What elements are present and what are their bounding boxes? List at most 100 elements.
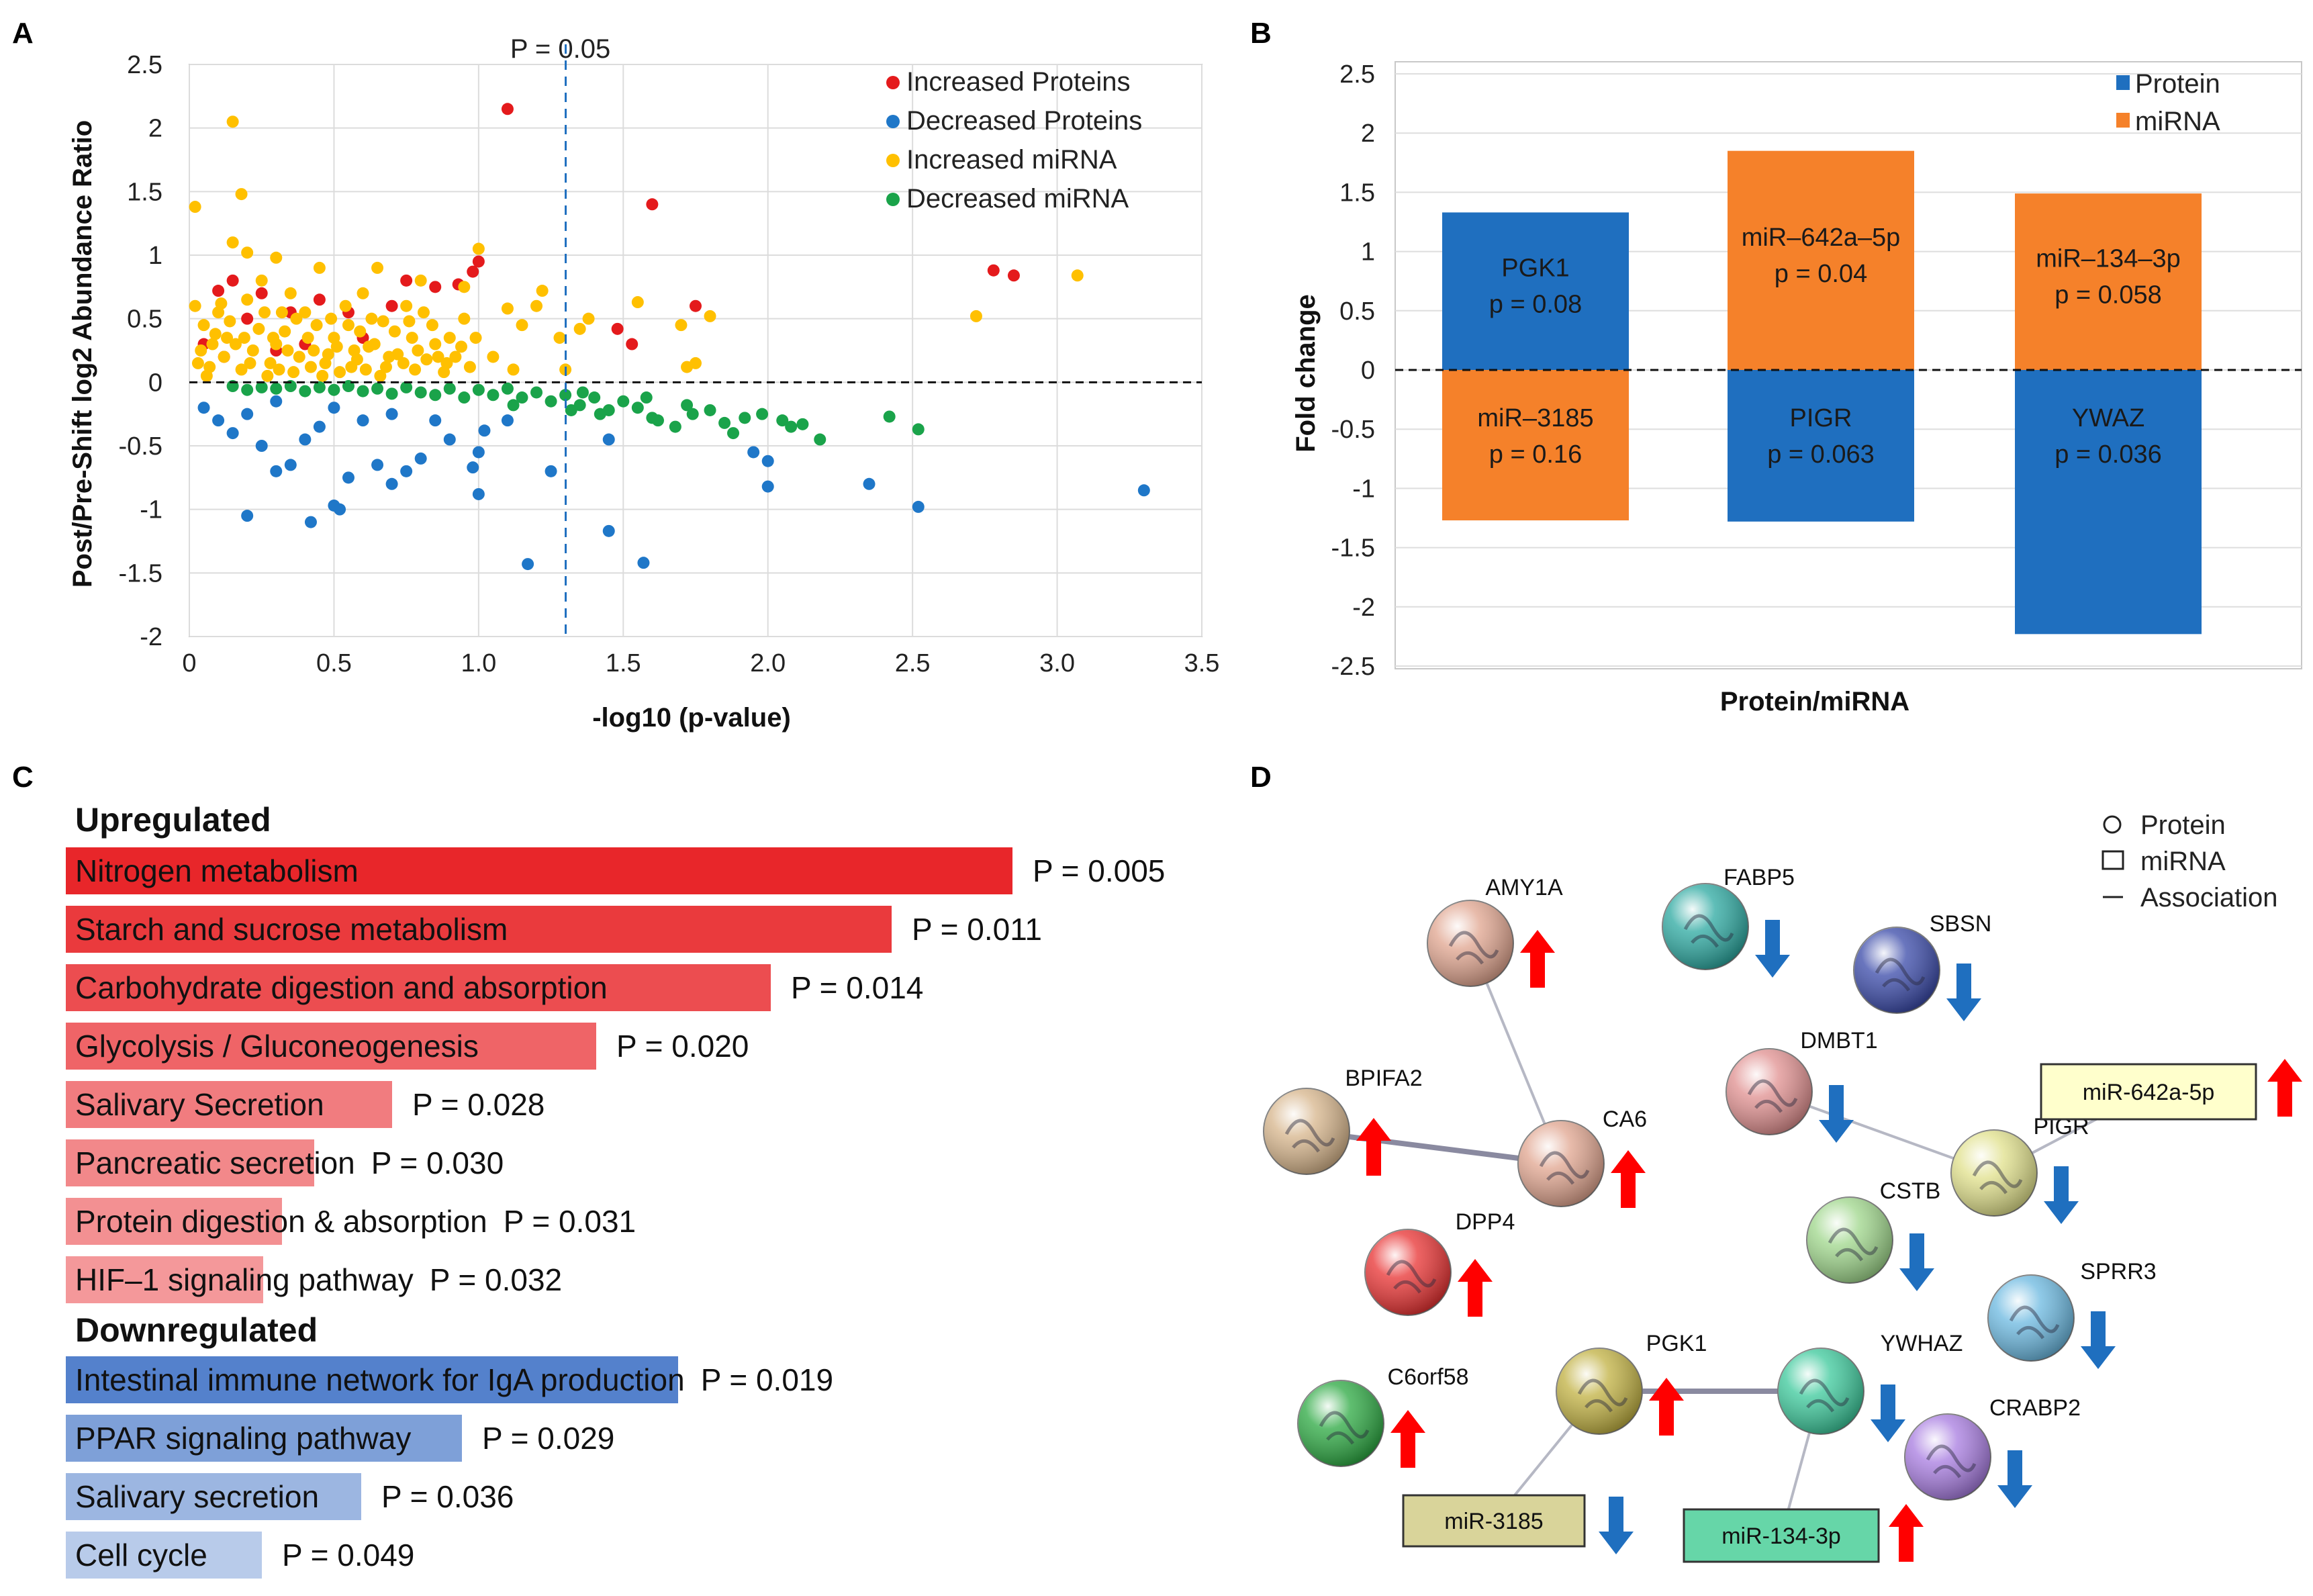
scatter-point-increased-mirna — [189, 201, 201, 214]
scatter-point-increased-mirna — [1071, 269, 1084, 282]
scatter-point-increased-mirna — [432, 350, 444, 363]
up-arrow-icon — [1520, 930, 1555, 988]
scatter-point-increased-mirna — [275, 306, 288, 319]
y-tick-label: 1.5 — [1339, 179, 1375, 207]
scatter-point-increased-mirna — [197, 319, 210, 332]
protein-node: CA6 — [1517, 1107, 1647, 1208]
protein-sphere-shading — [1726, 1049, 1812, 1135]
panel-c-bar-list: Upregulated Nitrogen metabolism P = 0.005 S… — [66, 801, 1165, 1579]
scatter-point-increased-mirna — [553, 332, 566, 344]
pathway-pvalue: P = 0.020 — [616, 1029, 749, 1064]
mirna-node: miR-642a-5p — [2040, 1059, 2302, 1121]
protein-node: FABP5 — [1662, 865, 1795, 978]
protein-sphere-shading — [1427, 900, 1513, 986]
scatter-point-increased-mirna — [374, 369, 387, 382]
scatter-point-increased-mirna — [189, 299, 201, 312]
pathway-bar — [66, 906, 892, 953]
pathway-label: Intestinal immune network for IgA produc… — [75, 1362, 685, 1397]
scatter-point-decreased-proteins — [747, 446, 760, 459]
legend-marker — [886, 154, 900, 167]
scatter-point-increased-mirna — [403, 315, 416, 328]
bar-pvalue: p = 0.058 — [2055, 281, 2162, 310]
scatter-point-increased-mirna — [631, 296, 644, 309]
legend-marker — [2116, 113, 2130, 128]
protein-label: SPRR3 — [2080, 1259, 2156, 1284]
pathway-pvalue: P = 0.028 — [412, 1087, 545, 1122]
scatter-point-increased-mirna — [501, 302, 514, 315]
protein-label: CA6 — [1603, 1107, 1647, 1132]
up-arrow-icon — [1458, 1259, 1493, 1317]
pathway-label: HIF–1 signaling pathway — [75, 1262, 414, 1297]
legend-label: Decreased Proteins — [906, 106, 1142, 136]
legend-label: Increased Proteins — [906, 67, 1131, 97]
scatter-point-decreased-proteins — [472, 487, 485, 500]
pathway-bar — [66, 1139, 314, 1186]
pathway-label: Carbohydrate digestion and absorption — [75, 970, 608, 1005]
protein-sphere-shading — [1662, 884, 1748, 970]
scatter-point-decreased-proteins — [197, 402, 210, 414]
scatter-point-increased-mirna — [224, 315, 236, 328]
y-tick-label: 2.5 — [1339, 60, 1375, 89]
down-arrow-shape — [1871, 1384, 1905, 1442]
panel-c-label: C — [12, 761, 34, 794]
panel-b-bars: B 2.5 2 1.5 1 0.5 0 -0.5 -1 -1.5 -2 -2.5 PGK1 p = 0… — [1250, 17, 2302, 716]
pathway-pvalue: P = 0.005 — [1033, 853, 1165, 888]
panel-a-ticks: 0 0.5 1.0 1.5 2.0 2.5 3.0 3.5 2.5 2 1.5 1 0.5 0 -0.5 -1… — [119, 51, 1220, 677]
scatter-point-increased-mirna — [379, 361, 392, 373]
down-arrow-shape — [1755, 920, 1790, 978]
scatter-point-increased-proteins — [611, 322, 624, 335]
up-arrow-shape — [1390, 1410, 1425, 1468]
scatter-point-increased-mirna — [301, 332, 314, 344]
down-arrow-shape — [1599, 1497, 1634, 1554]
scatter-point-decreased-proteins — [414, 452, 427, 465]
scatter-point-increased-proteins — [501, 103, 514, 115]
scatter-point-decreased-mirna — [241, 383, 254, 396]
scatter-point-increased-mirna — [334, 366, 346, 379]
panel-b-label: B — [1250, 17, 1272, 50]
protein-label: BPIFA2 — [1345, 1066, 1422, 1091]
x-tick-label: 2.5 — [895, 649, 931, 677]
scatter-point-increased-mirna — [325, 312, 338, 325]
down-arrow-shape — [1899, 1233, 1934, 1291]
pathway-label: Cell cycle — [75, 1538, 207, 1572]
scatter-point-increased-mirna — [221, 332, 234, 344]
scatter-point-increased-mirna — [238, 332, 250, 344]
y-tick-label: 0 — [1361, 357, 1375, 385]
protein-node: CRABP2 — [1904, 1395, 2081, 1508]
up-arrow-icon — [1649, 1378, 1684, 1436]
scatter-point-decreased-mirna — [487, 389, 500, 402]
scatter-point-increased-mirna — [241, 246, 254, 259]
scatter-point-increased-mirna — [270, 251, 283, 264]
pathway-label: Glycolysis / Gluconeogenesis — [75, 1029, 479, 1064]
y-tick-label: -0.5 — [1331, 416, 1375, 444]
scatter-point-increased-mirna — [970, 310, 982, 322]
scatter-point-increased-mirna — [455, 340, 468, 353]
down-arrow-shape — [1997, 1450, 2032, 1508]
mirna-label: miR-642a-5p — [2083, 1080, 2215, 1105]
pathway-pvalue: P = 0.019 — [701, 1362, 833, 1397]
scatter-point-increased-mirna — [206, 338, 219, 350]
panel-a-ylabel: Post/Pre-Shift log2 Abundance Ratio — [68, 120, 97, 588]
protein-node: DPP4 — [1364, 1209, 1515, 1317]
scatter-point-decreased-mirna — [588, 391, 601, 404]
scatter-point-increased-mirna — [440, 357, 453, 369]
scatter-point-decreased-mirna — [565, 404, 577, 416]
bar-label: YWAZ — [2072, 404, 2144, 432]
scatter-point-increased-mirna — [368, 338, 381, 350]
scatter-point-increased-mirna — [681, 361, 694, 373]
scatter-point-decreased-mirna — [400, 381, 413, 393]
protein-sphere-shading — [1298, 1380, 1384, 1466]
scatter-point-increased-mirna — [339, 299, 352, 312]
scatter-point-increased-mirna — [365, 312, 378, 325]
legend-marker — [886, 115, 900, 128]
scatter-point-decreased-proteins — [371, 459, 384, 471]
pathway-label: Protein digestion & absorption — [75, 1204, 487, 1239]
protein-sphere-shading — [1951, 1130, 2037, 1216]
scatter-point-decreased-mirna — [516, 391, 528, 404]
protein-sphere-shading — [1854, 927, 1940, 1013]
scatter-point-increased-mirna — [226, 236, 239, 249]
scatter-point-increased-mirna — [264, 357, 277, 369]
scatter-point-decreased-mirna — [640, 391, 653, 404]
scatter-point-decreased-proteins — [602, 524, 615, 537]
scatter-point-decreased-proteins — [241, 510, 254, 522]
